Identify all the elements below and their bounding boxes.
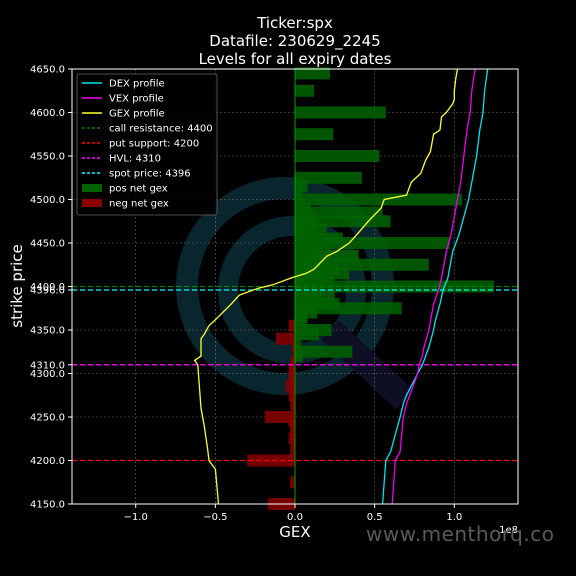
gex-profile-line bbox=[193, 68, 459, 505]
pos-net-gex-bar bbox=[295, 337, 302, 350]
pos-net-gex-bar bbox=[295, 150, 380, 162]
pos-net-gex-bar bbox=[295, 67, 331, 80]
pos-net-gex-bar bbox=[295, 350, 303, 363]
neg-net-gex-bar bbox=[291, 437, 295, 450]
y-tick-label: 4400.0 bbox=[30, 282, 65, 293]
pos-net-gex-bar bbox=[295, 193, 463, 206]
x-axis-multiplier: 1e8 bbox=[499, 525, 518, 536]
profile-lines bbox=[193, 68, 489, 505]
legend-label: neg net gex bbox=[109, 199, 169, 210]
y-tick-label: 4300.0 bbox=[30, 369, 65, 380]
pos-net-gex-bar bbox=[295, 302, 402, 315]
legend-label: VEX profile bbox=[109, 94, 164, 105]
x-tick-label: 0.0 bbox=[287, 512, 303, 523]
legend-label: DEX profile bbox=[109, 79, 165, 90]
legend-label: put support: 4200 bbox=[109, 139, 199, 150]
legend: DEX profile VEX profile GEX profile call re… bbox=[76, 73, 218, 216]
neg-net-gex-bar bbox=[247, 454, 295, 467]
legend-label: GEX profile bbox=[109, 109, 165, 120]
x-tick-label: −0.5 bbox=[203, 512, 227, 523]
y-tick-label: 4450.0 bbox=[30, 239, 65, 250]
neg-net-gex-bar bbox=[275, 332, 295, 345]
y-tick-label: 4500.0 bbox=[30, 195, 65, 206]
pos-net-gex-bar bbox=[295, 84, 315, 97]
neg-net-gex-bar bbox=[291, 341, 295, 354]
pos-net-gex-bar bbox=[295, 345, 353, 358]
legend-box bbox=[76, 73, 218, 216]
axis-ticks: −1.0 −0.5 0.0 0.5 1.0 4150.0 4200.0 4250.0 4300.… bbox=[30, 65, 462, 524]
neg-net-gex-bar bbox=[264, 411, 295, 423]
y-tick-label: 4350.0 bbox=[30, 326, 65, 337]
watermark-text: www.menthorq.co bbox=[366, 522, 555, 546]
x-tick-label: −1.0 bbox=[124, 512, 148, 523]
vex-profile-line bbox=[391, 68, 476, 505]
chart-title-line-1: Ticker:spx bbox=[256, 14, 333, 32]
y-tick-label: 4150.0 bbox=[30, 500, 65, 511]
neg-net-gex-bar bbox=[290, 476, 295, 489]
pos-net-gex-bar bbox=[295, 128, 334, 141]
legend-label: HVL: 4310 bbox=[109, 154, 161, 165]
y-tick-label: 4600.0 bbox=[30, 108, 65, 119]
x-tick-label: 0.5 bbox=[367, 512, 383, 523]
y-tick-label: 4200.0 bbox=[30, 456, 65, 467]
y-tick-label: 4250.0 bbox=[30, 413, 65, 424]
x-axis-label: GEX bbox=[279, 523, 310, 541]
pos-net-gex-bar bbox=[295, 237, 450, 249]
pos-net-gex-bar bbox=[295, 184, 303, 197]
legend-swatch bbox=[82, 184, 102, 192]
legend-swatch bbox=[82, 199, 102, 207]
legend-label: spot price: 4396 bbox=[109, 169, 191, 180]
neg-net-gex-bar bbox=[290, 445, 295, 458]
y-axis-label: strike price bbox=[8, 244, 26, 328]
neg-net-gex-bar bbox=[288, 319, 295, 332]
x-tick-label: 1.0 bbox=[446, 512, 462, 523]
neg-net-gex-bar bbox=[291, 402, 295, 415]
y-tick-label: 4650.0 bbox=[30, 65, 65, 76]
pos-net-gex-bar bbox=[295, 315, 307, 328]
chart-title-line-3: Levels for all expiry dates bbox=[199, 50, 392, 68]
chart-title-line-2: Datafile: 230629_2245 bbox=[209, 32, 380, 51]
y-tick-label: 4396.0 bbox=[30, 285, 65, 296]
dex-profile-line bbox=[381, 68, 489, 505]
pos-net-gex-bar bbox=[295, 171, 362, 184]
legend-label: call resistance: 4400 bbox=[109, 124, 213, 135]
neg-net-gex-bar bbox=[288, 389, 295, 402]
neg-net-gex-bar bbox=[288, 432, 295, 445]
net-gex-bars bbox=[247, 67, 495, 510]
y-tick-label: 4310.0 bbox=[30, 360, 65, 371]
y-tick-label: 4550.0 bbox=[30, 152, 65, 163]
legend-label: pos net gex bbox=[109, 184, 168, 195]
pos-net-gex-bar bbox=[295, 106, 386, 119]
